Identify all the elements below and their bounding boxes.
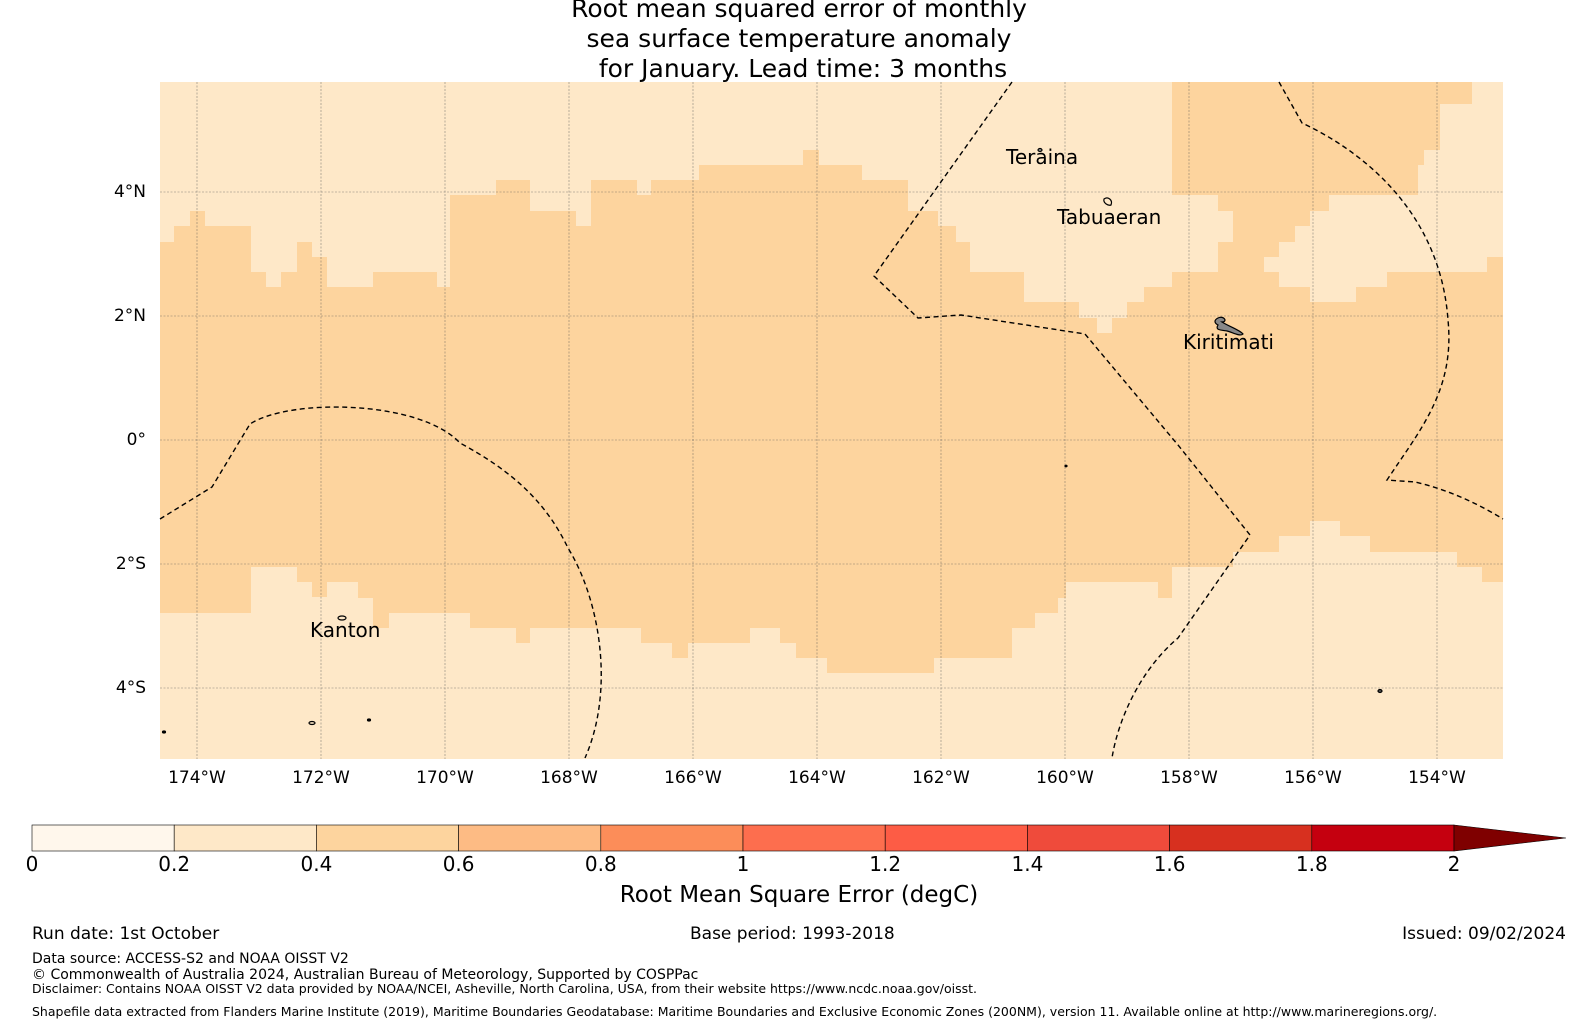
title-line-2: sea surface temperature anomaly — [586, 24, 1012, 53]
data-source: Data source: ACCESS-S2 and NOAA OISST V2 — [32, 951, 349, 967]
lat-label-0: 0° — [126, 430, 146, 450]
colorbar — [31, 824, 1567, 852]
colorbar-segment — [884, 824, 1028, 852]
shapefile-credit: Shapefile data extracted from Flanders M… — [32, 1004, 1438, 1019]
place-label-teraina: Teraina — [1006, 145, 1079, 169]
copyright: © Commonwealth of Australia 2024, Austra… — [32, 967, 699, 983]
colorbar-segment — [1311, 824, 1455, 852]
lon-label: 168°W — [540, 768, 598, 788]
lon-label: 156°W — [1284, 768, 1342, 788]
colorbar-tick-label: 1.6 — [1153, 852, 1186, 876]
small-island-3 — [1064, 464, 1068, 468]
kiritimati-island — [1214, 316, 1244, 336]
rmse-band-02-04-region — [160, 82, 1503, 673]
islands — [161, 147, 1383, 734]
colorbar-segment — [1169, 824, 1313, 852]
map-gridlines — [160, 82, 1503, 759]
colorbar-tick-label: 1.2 — [869, 852, 902, 876]
small-island-4 — [1377, 688, 1383, 694]
colorbar-extend-arrow — [1453, 824, 1567, 852]
colorbar-title: Root Mean Square Error (degC) — [619, 882, 979, 908]
lon-label: 172°W — [292, 768, 350, 788]
colorbar-tick-label: 2 — [1447, 852, 1461, 876]
title-line-1: Root mean squared error of monthly — [571, 0, 1027, 23]
eez-boundary-kanton — [159, 406, 602, 759]
lon-label: 158°W — [1160, 768, 1218, 788]
lon-label: 154°W — [1408, 768, 1466, 788]
eez-boundaries — [159, 81, 1504, 759]
colorbar-segment — [600, 824, 744, 852]
lon-label: 170°W — [416, 768, 474, 788]
colorbar-segment — [742, 824, 886, 852]
small-island-2 — [366, 718, 372, 722]
place-label-kiritimati: Kiritimati — [1183, 330, 1274, 354]
lon-label: 162°W — [912, 768, 970, 788]
tabuaeran-island — [1103, 197, 1113, 206]
small-island-5 — [161, 730, 167, 734]
colorbar-tick-label: 0 — [25, 852, 39, 876]
lat-label-2n: 2°N — [113, 306, 146, 326]
kanton-island — [337, 615, 347, 621]
colorbar-tick-label: 0.6 — [442, 852, 475, 876]
colorbar-tick-label: 1.4 — [1011, 852, 1044, 876]
rmse-field — [160, 82, 1503, 759]
lat-label-4n: 4°N — [113, 182, 146, 202]
issued-date: Issued: 09/02/2024 — [1402, 924, 1566, 944]
lon-label: 166°W — [664, 768, 722, 788]
place-label-tabuaeran: Tabuaeran — [1057, 205, 1162, 229]
colorbar-segment — [31, 824, 175, 852]
colorbar-segment — [1027, 824, 1170, 852]
lon-label: 164°W — [788, 768, 846, 788]
base-period: Base period: 1993-2018 — [690, 924, 895, 944]
lon-label: 160°W — [1036, 768, 1094, 788]
chart-title: Root mean squared error of monthly sea s… — [0, 0, 1590, 84]
colorbar-tick-label: 1.8 — [1295, 852, 1328, 876]
lat-label-4s: 4°S — [115, 678, 146, 698]
teraina-island — [1037, 147, 1043, 153]
title-line-3: for January. Lead time: 3 months — [590, 54, 1008, 83]
colorbar-tick-label: 1 — [736, 852, 750, 876]
place-label-kanton: Kanton — [310, 618, 381, 642]
colorbar-tick-label: 0.2 — [158, 852, 191, 876]
eez-boundary-kiritimati — [1278, 81, 1504, 520]
lon-label: 174°W — [168, 768, 226, 788]
colorbar-tick-label: 0.4 — [300, 852, 333, 876]
disclaimer: Disclaimer: Contains NOAA OISST V2 data … — [32, 981, 977, 996]
colorbar-tick-label: 0.8 — [584, 852, 617, 876]
lat-label-2s: 2°S — [115, 554, 146, 574]
small-island-1 — [308, 720, 316, 726]
eez-boundary-line-islands-north — [873, 81, 1251, 759]
colorbar-segment — [316, 824, 459, 852]
colorbar-segment — [458, 824, 602, 852]
run-date: Run date: 1st October — [32, 924, 220, 944]
colorbar-segment — [173, 824, 317, 852]
